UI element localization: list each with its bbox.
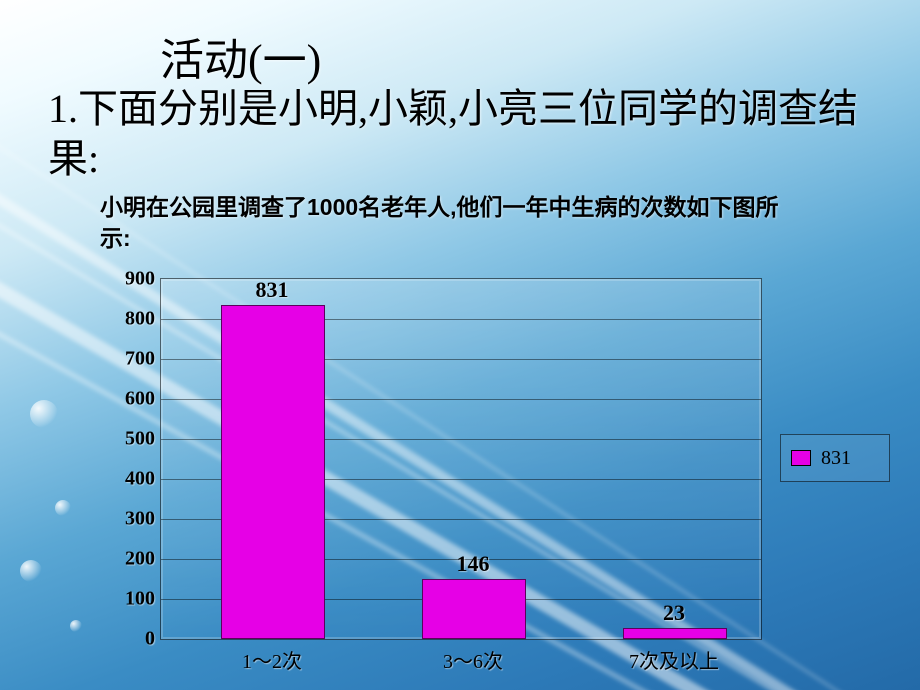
activity-heading: 活动(一)	[160, 24, 321, 88]
bar	[221, 305, 325, 639]
bar	[623, 628, 727, 639]
question-text: 1.下面分别是小明,小颖,小亮三位同学的调查结果:	[48, 84, 872, 184]
slide-content: 活动(一) 1.下面分别是小明,小颖,小亮三位同学的调查结果: 小明在公园里调查…	[0, 0, 920, 690]
y-tick-label: 300	[109, 508, 155, 531]
chart-caption: 小明在公园里调查了1000名老年人,他们一年中生病的次数如下图所示:	[100, 192, 800, 254]
plot-area: 01002003004005006007008009008311～2次1463～…	[160, 278, 762, 640]
y-tick-label: 500	[109, 428, 155, 451]
x-category-label: 7次及以上	[629, 645, 719, 674]
y-tick-label: 900	[109, 268, 155, 291]
y-tick-label: 100	[109, 588, 155, 611]
x-category-label: 1～2次	[242, 645, 302, 674]
y-tick-label: 600	[109, 388, 155, 411]
y-tick-label: 200	[109, 548, 155, 571]
bar	[422, 579, 526, 639]
legend-label: 831	[821, 447, 851, 470]
legend: 831	[780, 434, 890, 482]
bar-value-label: 146	[413, 551, 533, 577]
bar-chart: 0 100 200 300 400 500 600 700 800 900 831 1～2次 146 3～…	[100, 256, 890, 674]
y-tick-label: 0	[109, 628, 155, 651]
x-category-label: 3～6次	[443, 645, 503, 674]
y-tick-label: 400	[109, 468, 155, 491]
legend-swatch	[791, 450, 811, 466]
y-tick-label: 800	[109, 308, 155, 331]
bar-value-label: 831	[212, 277, 332, 303]
y-tick-label: 700	[109, 348, 155, 371]
bar-value-label: 23	[614, 600, 734, 626]
